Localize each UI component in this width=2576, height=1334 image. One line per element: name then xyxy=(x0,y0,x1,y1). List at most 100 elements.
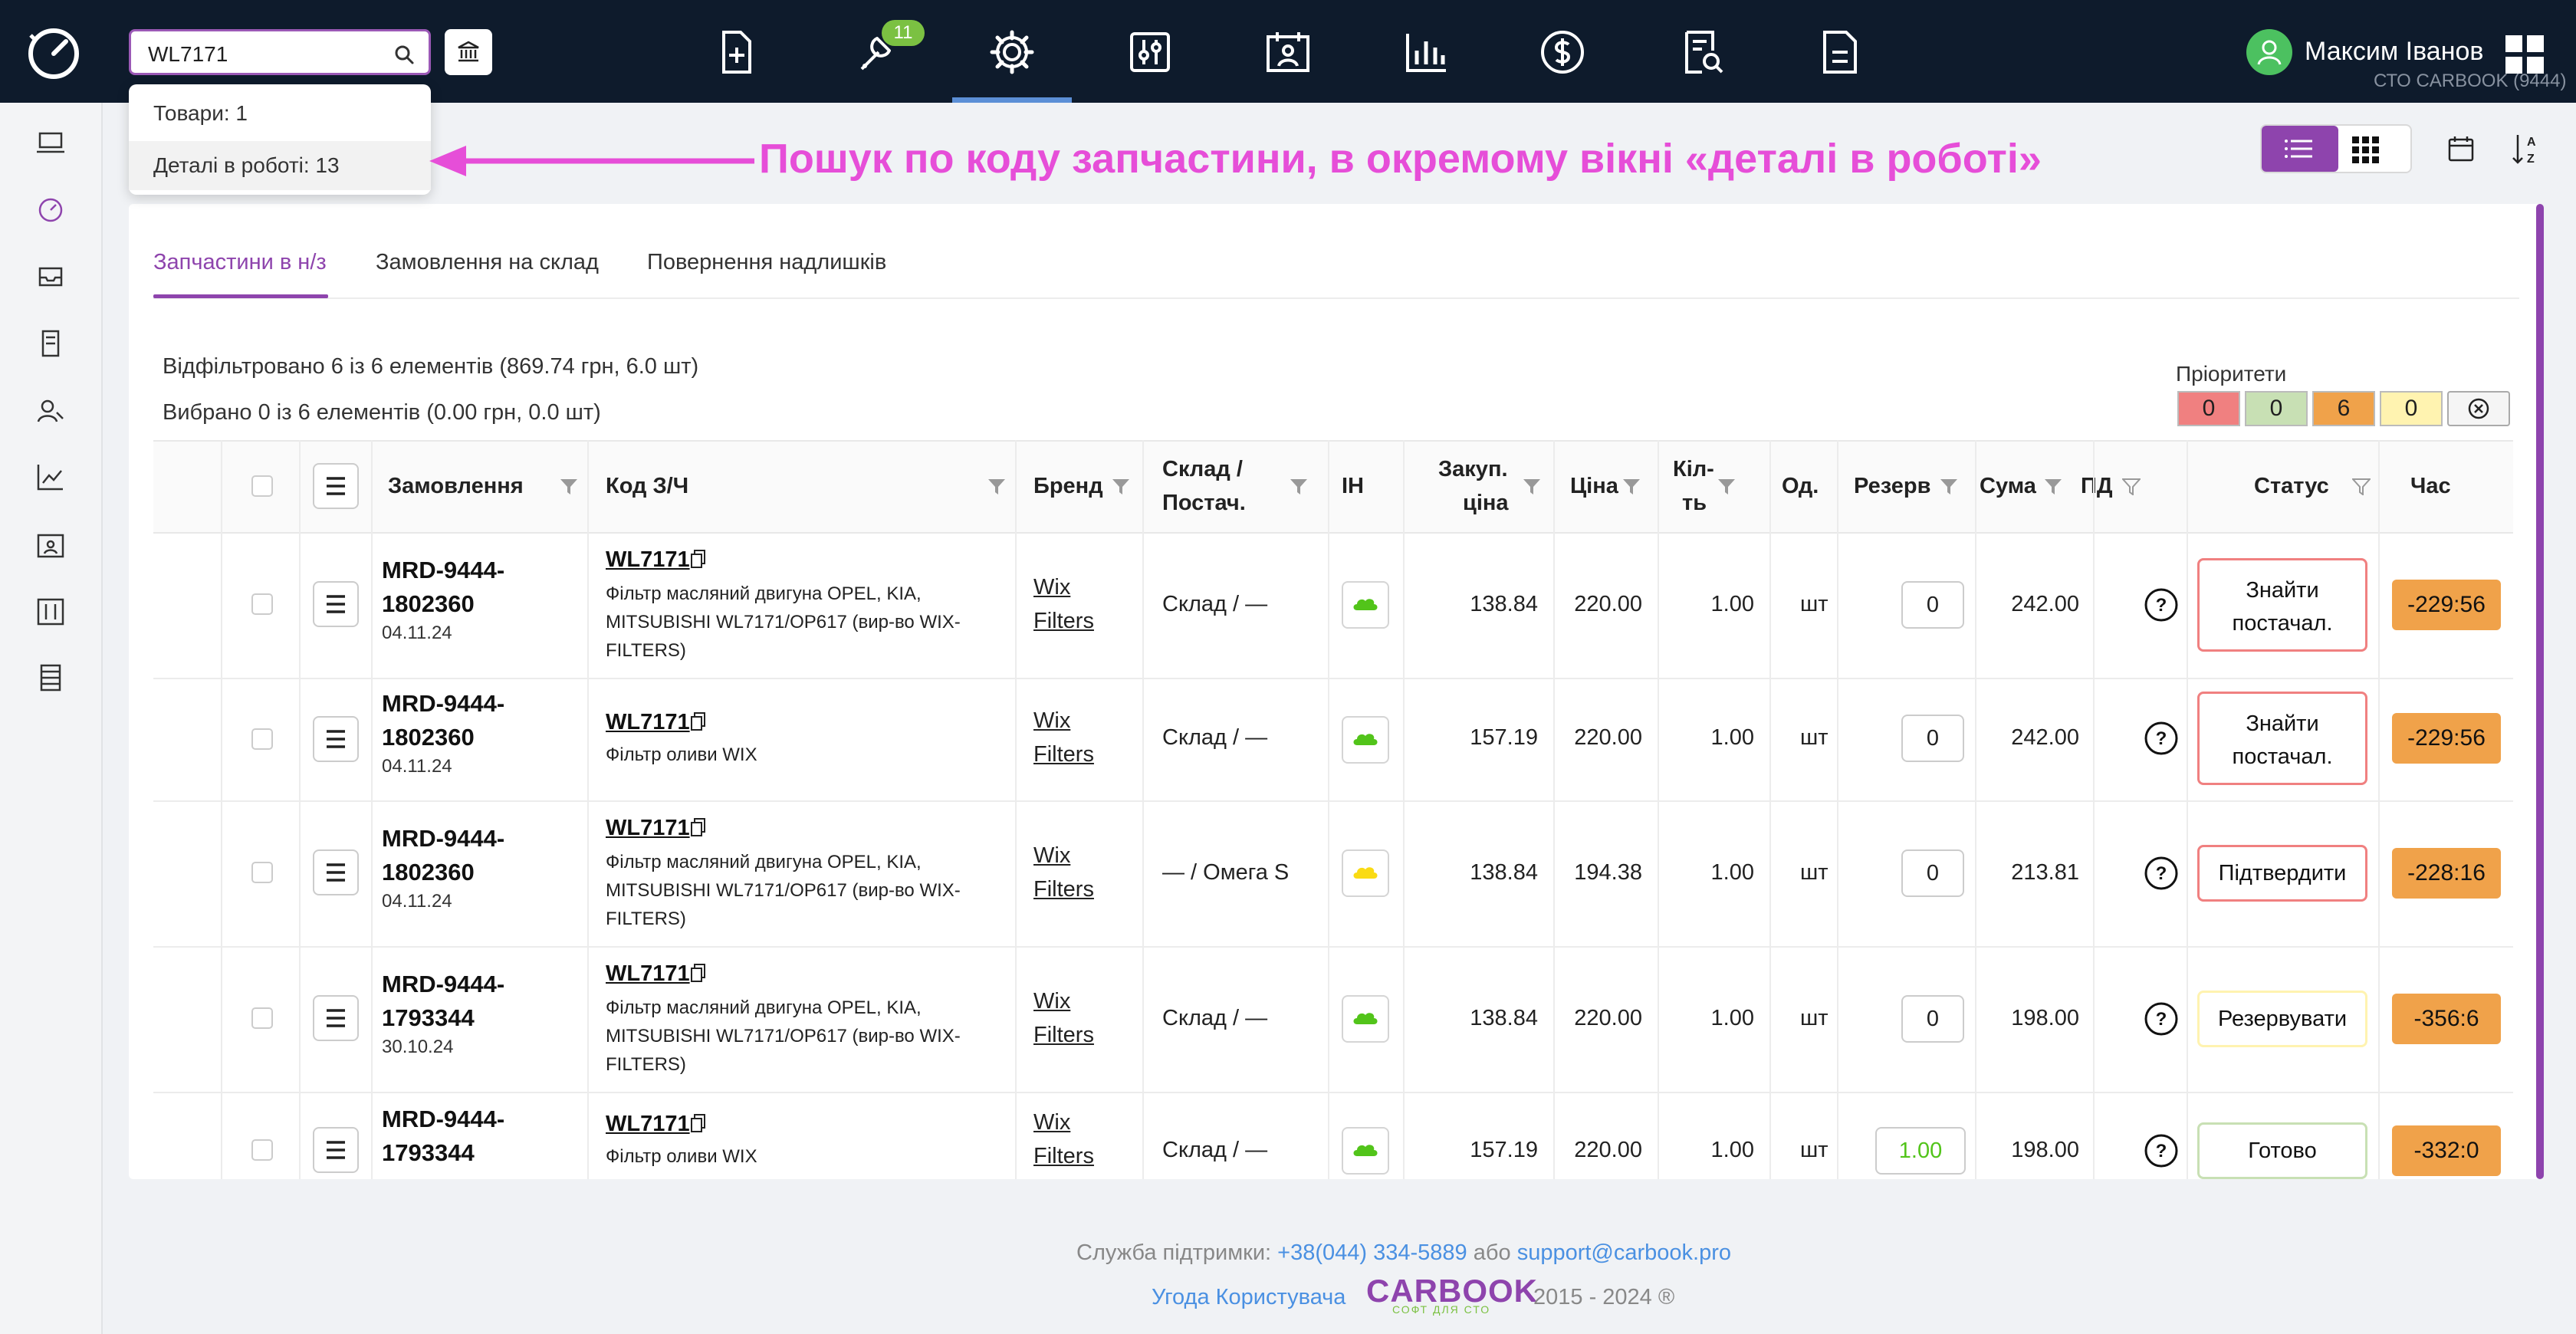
tab-surplus-returns[interactable]: Повернення надлишків xyxy=(647,250,887,274)
filter-icon[interactable] xyxy=(987,478,1006,495)
search-input-value[interactable]: WL7171 xyxy=(148,42,228,66)
priority-orange[interactable]: 6 xyxy=(2312,391,2375,426)
table-row[interactable]: MRD-9444-1802360 04.11.24 WL7171 Фільтр … xyxy=(153,532,2513,679)
app-logo-icon[interactable] xyxy=(25,25,83,83)
row-checkbox[interactable] xyxy=(251,1139,273,1161)
col-qty-line2[interactable]: ть xyxy=(1682,491,1707,515)
status-button[interactable]: Підтвердити xyxy=(2197,845,2367,902)
col-unit[interactable]: Од. xyxy=(1782,474,1819,498)
user-agreement-link[interactable]: Угода Користувача xyxy=(1152,1285,1346,1309)
document-icon[interactable] xyxy=(1815,28,1865,77)
table-row[interactable]: MRD-9444-1793344 WL7171 Фільтр оливи WIX… xyxy=(153,1092,2513,1179)
filter-icon[interactable] xyxy=(1112,478,1130,495)
row-checkbox[interactable] xyxy=(251,1007,273,1029)
sidebar-inbox-icon[interactable] xyxy=(35,261,66,291)
order-number[interactable]: MRD-9444-1802360 xyxy=(382,825,505,886)
reserve-input[interactable]: 0 xyxy=(1901,849,1964,897)
help-circle-icon[interactable]: ? xyxy=(2142,1132,2180,1170)
row-menu-button[interactable] xyxy=(313,995,359,1041)
copy-icon[interactable] xyxy=(690,711,707,731)
select-all-checkbox[interactable] xyxy=(251,475,273,497)
reserve-input[interactable]: 0 xyxy=(1901,715,1964,762)
brand-link[interactable]: Wix Filters xyxy=(1033,843,1094,902)
list-view-button[interactable] xyxy=(2262,126,2338,172)
stock-status[interactable] xyxy=(1342,581,1389,629)
stock-status[interactable] xyxy=(1342,716,1389,764)
col-price[interactable]: Ціна xyxy=(1570,474,1618,498)
search-result-goods[interactable]: Товари: 1 xyxy=(153,101,248,125)
priority-clear-button[interactable] xyxy=(2447,391,2510,426)
document-search-icon[interactable] xyxy=(1677,28,1727,77)
order-number[interactable]: MRD-9444-1802360 xyxy=(382,690,505,751)
row-checkbox[interactable] xyxy=(251,593,273,615)
dollar-icon[interactable] xyxy=(1538,28,1587,77)
sliders-icon[interactable] xyxy=(1125,28,1175,77)
help-circle-icon[interactable]: ? xyxy=(2142,1000,2180,1038)
col-status[interactable]: Статус xyxy=(2254,474,2329,498)
row-menu-button[interactable] xyxy=(313,849,359,895)
wrench-icon[interactable] xyxy=(851,28,900,77)
copy-icon[interactable] xyxy=(690,549,707,569)
user-name[interactable]: Максим Іванов xyxy=(2305,37,2484,66)
copy-icon[interactable] xyxy=(690,1113,707,1133)
filter-outline-icon[interactable] xyxy=(2352,478,2371,495)
col-reserve[interactable]: Резерв xyxy=(1854,474,1931,498)
copy-icon[interactable] xyxy=(690,963,707,983)
col-in[interactable]: ІН xyxy=(1342,474,1364,498)
col-brand[interactable]: Бренд xyxy=(1033,474,1103,498)
bank-button[interactable] xyxy=(445,29,492,75)
sidebar-laptop-icon[interactable] xyxy=(35,127,66,158)
status-button[interactable]: Готово xyxy=(2197,1122,2367,1179)
help-circle-icon[interactable]: ? xyxy=(2142,719,2180,757)
sidebar-speedometer-icon[interactable] xyxy=(35,195,66,225)
order-number[interactable]: MRD-9444-1793344 xyxy=(382,1106,505,1166)
tab-parts-in-order[interactable]: Запчастини в н/з xyxy=(153,250,327,274)
priority-yellow[interactable]: 0 xyxy=(2380,391,2443,426)
col-pd[interactable]: ПД xyxy=(2081,474,2113,498)
row-menu-button[interactable] xyxy=(313,1127,359,1173)
col-order[interactable]: Замовлення xyxy=(388,474,524,498)
grid-view-icon[interactable] xyxy=(2352,136,2380,164)
filter-icon[interactable] xyxy=(1290,478,1308,495)
calendar-icon[interactable] xyxy=(2447,135,2475,163)
part-code[interactable]: WL7171 xyxy=(606,1112,690,1136)
calendar-person-icon[interactable] xyxy=(1263,28,1313,77)
row-menu-button[interactable] xyxy=(313,716,359,762)
apps-grid-icon[interactable] xyxy=(2504,34,2545,75)
filter-icon[interactable] xyxy=(2044,478,2062,495)
header-menu-button[interactable] xyxy=(313,463,359,509)
support-phone-link[interactable]: +38(044) 334-5889 xyxy=(1277,1240,1467,1265)
filter-icon[interactable] xyxy=(1940,478,1958,495)
col-code[interactable]: Код З/Ч xyxy=(606,474,689,498)
part-code[interactable]: WL7171 xyxy=(606,710,690,734)
stock-status[interactable] xyxy=(1342,995,1389,1043)
col-purchase-line1[interactable]: Закуп. xyxy=(1438,457,1508,481)
bar-chart-icon[interactable] xyxy=(1401,28,1451,77)
copy-icon[interactable] xyxy=(690,817,707,837)
row-checkbox[interactable] xyxy=(251,862,273,883)
status-button[interactable]: Знайти постачал. xyxy=(2197,558,2367,652)
sidebar-line-chart-icon[interactable] xyxy=(35,462,66,492)
brand-link[interactable]: Wix Filters xyxy=(1033,575,1094,633)
row-checkbox[interactable] xyxy=(251,728,273,750)
part-code[interactable]: WL7171 xyxy=(606,547,690,572)
col-sum[interactable]: Сума xyxy=(1980,474,2036,498)
reserve-input[interactable]: 0 xyxy=(1901,581,1964,629)
search-icon[interactable] xyxy=(393,44,415,65)
filter-icon[interactable] xyxy=(560,478,578,495)
help-circle-icon[interactable]: ? xyxy=(2142,586,2180,624)
filter-outline-icon[interactable] xyxy=(2122,478,2141,495)
priority-red[interactable]: 0 xyxy=(2177,391,2240,426)
row-menu-button[interactable] xyxy=(313,581,359,627)
settings-gear-icon[interactable] xyxy=(987,28,1037,77)
order-number[interactable]: MRD-9444-1793344 xyxy=(382,971,505,1031)
sidebar-calendar-icon[interactable] xyxy=(35,529,66,560)
col-store-line2[interactable]: Постач. xyxy=(1162,491,1246,515)
sort-az-icon[interactable]: A Z xyxy=(2512,132,2542,166)
filter-icon[interactable] xyxy=(1523,478,1541,495)
search-result-parts-in-work[interactable]: Деталі в роботі: 13 xyxy=(129,141,431,190)
table-row[interactable]: MRD-9444-1802360 04.11.24 WL7171 Фільтр … xyxy=(153,678,2513,802)
status-button[interactable]: Знайти постачал. xyxy=(2197,692,2367,785)
stock-status[interactable] xyxy=(1342,1127,1389,1175)
table-row[interactable]: MRD-9444-1802360 04.11.24 WL7171 Фільтр … xyxy=(153,800,2513,948)
